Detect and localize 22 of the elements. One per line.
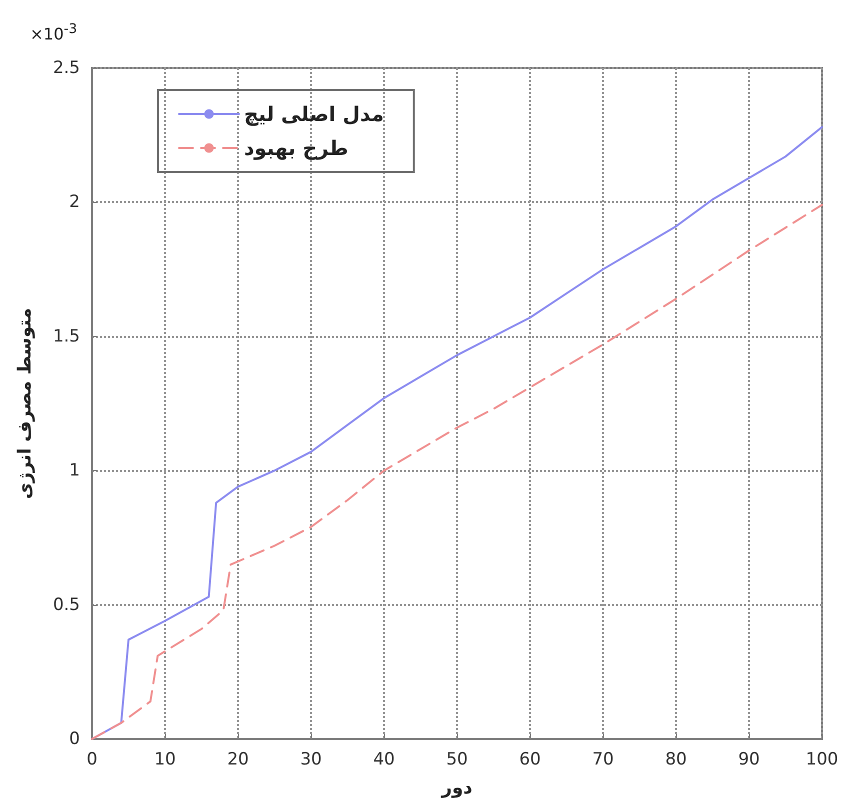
x-tick-label: 90 [738, 750, 760, 770]
text: ×10$^{-3}$ [30, 22, 78, 44]
y-tick-label: 1 [69, 460, 80, 481]
x-tick-label: 10 [154, 750, 176, 770]
y-axis-title: متوسط مصرف انرژی [14, 308, 36, 500]
x-tick-label: 70 [592, 750, 614, 770]
y-tick-label: 2 [69, 192, 80, 212]
x-tick-label: 60 [519, 750, 541, 770]
legend-label: طرح بهبود [244, 136, 348, 160]
y-tick-label: 0.5 [52, 594, 80, 615]
x-tick-label: 80 [665, 750, 687, 770]
x-tick-label: 30 [300, 750, 322, 770]
x-tick-label: 50 [446, 750, 468, 770]
x-axis-title: دور [440, 778, 472, 798]
y-tick-label: 0 [69, 729, 80, 749]
y-tick-label: 1.5 [52, 326, 80, 346]
legend-label: مدل اصلی لیچ [244, 102, 384, 126]
x-tick-label: 0 [86, 750, 98, 770]
x-tick-label: 20 [227, 750, 249, 770]
x-tick-label: 40 [373, 750, 395, 770]
x-tick-label: 100 [806, 750, 838, 770]
y-tick-label: 2.5 [52, 58, 80, 78]
